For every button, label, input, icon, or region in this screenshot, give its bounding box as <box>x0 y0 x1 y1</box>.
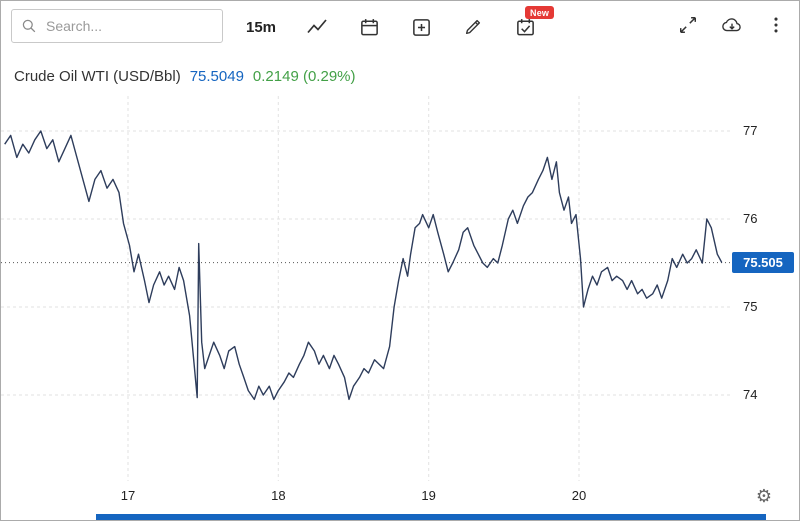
price-change: 0.2149 (0.29%) <box>252 68 356 85</box>
y-axis-label: 76 <box>743 211 758 226</box>
timeframe-button[interactable]: 15m <box>246 18 277 36</box>
bottom-bar <box>96 514 766 520</box>
instrument-header: Crude Oil WTI (USD/Bbl) 75.5049 0.2149 (… <box>14 68 356 85</box>
y-axis: 74 75 76 77 <box>741 96 799 481</box>
toolbar-right <box>677 14 787 36</box>
last-price: 75.5049 <box>189 68 244 85</box>
search-input[interactable] <box>44 17 213 35</box>
x-axis: 17 18 19 20 <box>1 488 731 506</box>
x-axis-label: 20 <box>571 488 587 503</box>
pencil-icon[interactable] <box>462 16 484 38</box>
toolbar-center: 15m New <box>246 6 555 42</box>
instrument-name: Crude Oil WTI (USD/Bbl) <box>14 68 181 85</box>
x-axis-label: 17 <box>120 488 136 503</box>
settings-gear-icon[interactable]: ⚙ <box>755 486 772 506</box>
price-chart[interactable] <box>1 96 731 481</box>
search-box[interactable] <box>11 9 223 43</box>
calendar-icon[interactable] <box>358 16 380 38</box>
y-axis-label: 74 <box>743 387 758 402</box>
cloud-download-icon[interactable] <box>721 14 743 36</box>
more-vertical-icon[interactable] <box>765 14 787 36</box>
y-axis-label: 75 <box>743 299 758 314</box>
calendar-check-icon[interactable]: New <box>514 6 555 38</box>
y-axis-label: 77 <box>743 123 758 138</box>
new-badge: New <box>525 6 555 19</box>
x-axis-label: 18 <box>271 488 286 503</box>
x-axis-label: 19 <box>421 488 436 503</box>
toolbar: 15m New <box>1 1 799 57</box>
add-icon[interactable] <box>410 16 432 38</box>
search-icon <box>21 18 37 34</box>
line-chart-icon[interactable] <box>306 16 328 38</box>
current-price-badge: 75.505 <box>732 252 794 274</box>
fullscreen-icon[interactable] <box>677 14 699 36</box>
